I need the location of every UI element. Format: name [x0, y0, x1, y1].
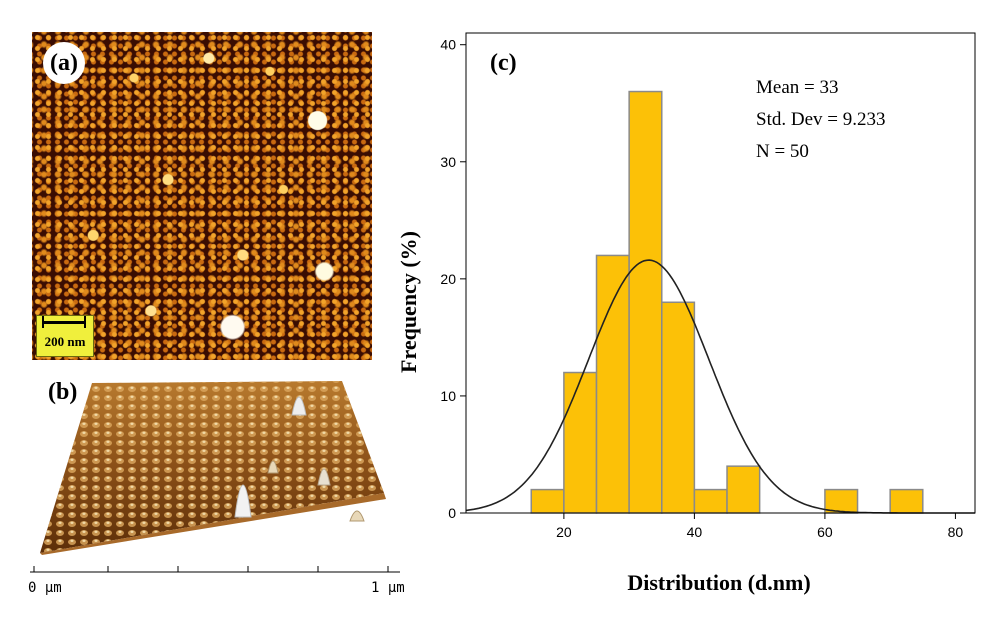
surface-spike [349, 510, 365, 522]
surface-spike [291, 396, 307, 416]
surface-spike [234, 484, 252, 518]
scale-bar-label: 200 nm [44, 334, 86, 349]
y-tick-label: 30 [440, 154, 456, 170]
afm-height-image [32, 32, 372, 360]
stat-line: Mean = 33 [756, 77, 838, 98]
panel-c-label: (c) [490, 50, 517, 76]
histogram-bar [628, 90, 663, 514]
y-tick-label: 40 [440, 37, 456, 53]
axis-b-start-label: 0 µm [28, 580, 62, 596]
x-tick-label: 40 [687, 524, 703, 540]
histogram-chart: 0 10 20 30 40 20 40 60 80 (c) Mean = 33 Std. Dev … [396, 32, 976, 595]
histogram-bar [889, 488, 924, 514]
y-tick-label: 10 [440, 388, 456, 404]
axis-b-end-label: 1 µm [371, 580, 405, 596]
afm-3d-topography [30, 381, 400, 573]
stats-box: Mean = 33 Std. Dev = 9.233 N = 50 [756, 77, 885, 162]
y-tick-label: 20 [440, 271, 456, 287]
plot-frame [465, 32, 976, 514]
histogram-bar [726, 465, 761, 514]
panel-a-label: (a) [43, 42, 85, 84]
panel-b-label: (b) [48, 379, 78, 405]
x-axis-label: Distribution (d.nm) [627, 570, 810, 595]
histogram-bar [530, 488, 565, 514]
stat-line: Std. Dev = 9.233 [756, 109, 885, 130]
surface-bumps [40, 381, 384, 553]
y-tick-label: 0 [448, 505, 456, 521]
x-tick-label: 80 [948, 524, 964, 540]
surface-front-edge [40, 493, 386, 555]
surface-spike [317, 468, 331, 486]
plot-layer: 0 10 20 30 40 20 40 60 80 [440, 32, 976, 540]
histogram-bar [693, 488, 728, 514]
scale-bar-tick-left [42, 316, 44, 328]
histogram-bar [661, 301, 696, 514]
stat-line: N = 50 [756, 141, 809, 162]
x-tick-label: 20 [556, 524, 572, 540]
histogram-bar [563, 371, 598, 514]
surface-spike [267, 460, 279, 474]
normal-curve [465, 259, 975, 514]
scale-bar-line [42, 321, 86, 324]
scale-bar-tick-right [84, 316, 86, 328]
histogram-bar [595, 254, 630, 514]
y-axis-label: Frequency (%) [396, 231, 421, 373]
x-tick-label: 60 [817, 524, 833, 540]
